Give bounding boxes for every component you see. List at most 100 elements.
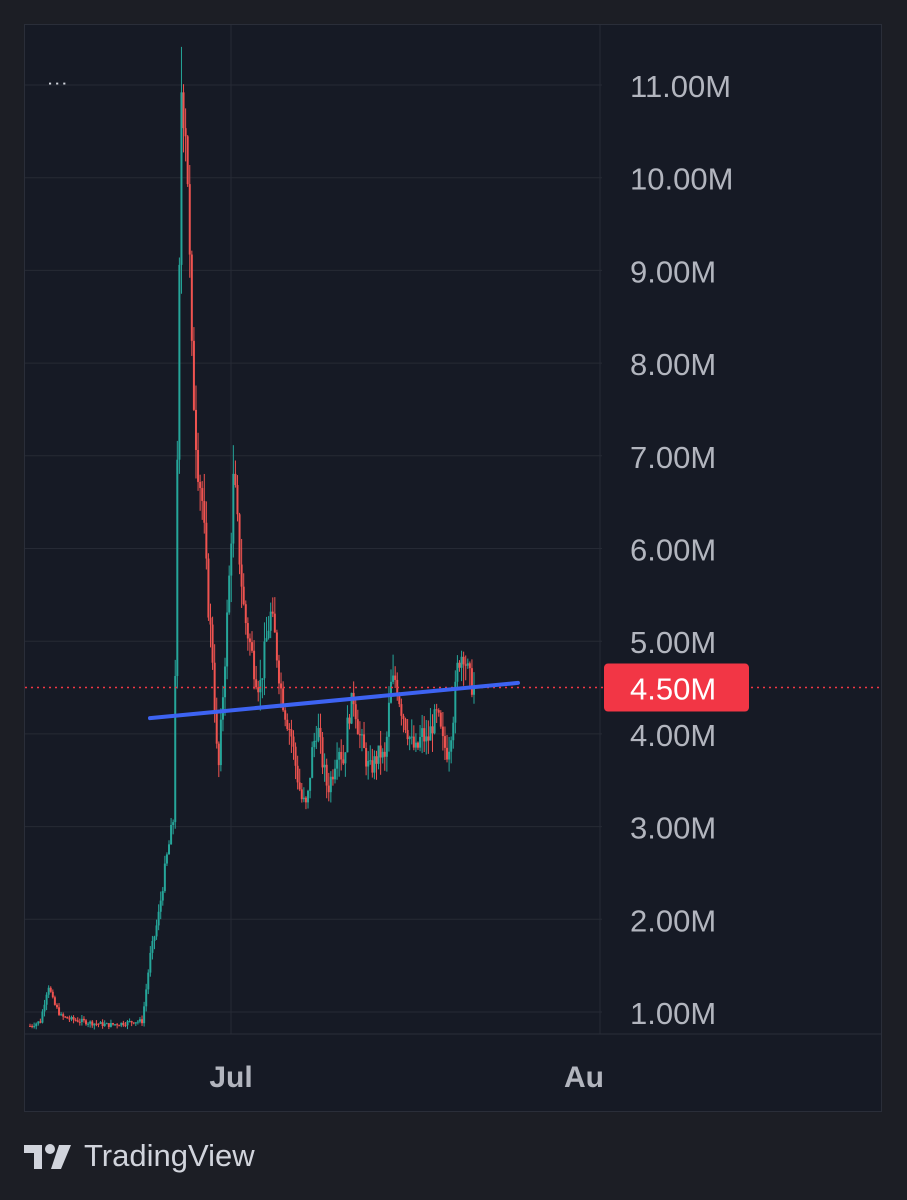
candle-body bbox=[184, 128, 187, 137]
candle-body bbox=[219, 719, 222, 766]
candle-body bbox=[387, 702, 390, 737]
candle-body bbox=[315, 740, 318, 742]
candle-body bbox=[178, 264, 181, 460]
candle-body bbox=[122, 1022, 125, 1026]
candle-body bbox=[182, 92, 185, 129]
y-tick-label: 4.00M bbox=[630, 718, 716, 753]
candle-body bbox=[89, 1021, 92, 1024]
y-tick-label: 6.00M bbox=[630, 533, 716, 568]
candle-body bbox=[280, 683, 283, 689]
trendline[interactable] bbox=[148, 680, 520, 721]
candle-body bbox=[246, 623, 249, 639]
candle-body bbox=[157, 911, 160, 926]
candle-body bbox=[33, 1026, 36, 1028]
candle-body bbox=[153, 936, 156, 941]
candle-body bbox=[354, 704, 357, 720]
candle-body bbox=[309, 777, 312, 791]
candle-body bbox=[85, 1020, 88, 1025]
y-tick-label: 10.00M bbox=[630, 162, 733, 197]
candle-body bbox=[180, 92, 183, 265]
candle-body bbox=[87, 1023, 90, 1025]
candle-body bbox=[161, 891, 164, 901]
candle-body bbox=[155, 925, 158, 937]
chart-menu-button[interactable]: ... bbox=[47, 65, 69, 90]
candle-body bbox=[371, 760, 374, 773]
candle-body bbox=[429, 726, 432, 741]
chart-panel[interactable]: ... bbox=[24, 24, 882, 1112]
candle-body bbox=[333, 768, 336, 780]
candle-body bbox=[41, 1011, 44, 1023]
candle-body bbox=[105, 1023, 108, 1025]
candle-body bbox=[398, 695, 401, 705]
candle-body bbox=[82, 1018, 85, 1021]
candle-body bbox=[130, 1021, 133, 1023]
candle-body bbox=[31, 1025, 34, 1027]
candle-body bbox=[437, 710, 440, 713]
y-tick-label: 7.00M bbox=[630, 440, 716, 475]
current-price-badge bbox=[604, 663, 749, 712]
candle-body bbox=[70, 1017, 73, 1020]
candle-body bbox=[317, 727, 320, 741]
candle-body bbox=[29, 1025, 31, 1027]
candle-body bbox=[232, 473, 235, 544]
candle-body bbox=[203, 500, 206, 523]
candle-body bbox=[298, 782, 301, 790]
candle-body bbox=[145, 989, 148, 1007]
candle-body bbox=[402, 715, 405, 720]
candle-body bbox=[143, 1006, 146, 1024]
candle-body bbox=[43, 1004, 46, 1012]
candle-body bbox=[248, 638, 251, 643]
x-tick-label: Jul bbox=[209, 1061, 252, 1094]
candle-body bbox=[261, 678, 264, 680]
candle-body bbox=[350, 692, 353, 724]
candle-body bbox=[325, 764, 328, 786]
candle-body bbox=[64, 1016, 67, 1018]
y-tick-label: 5.00M bbox=[630, 625, 716, 660]
candle-body bbox=[311, 747, 314, 778]
candle-body bbox=[464, 664, 467, 666]
candle-body bbox=[60, 1014, 63, 1016]
candle-body bbox=[257, 687, 260, 693]
candle-body bbox=[267, 630, 270, 639]
candle-body bbox=[136, 1021, 139, 1023]
candle-body bbox=[259, 679, 262, 693]
candle-body bbox=[111, 1023, 114, 1025]
candle-body bbox=[211, 624, 214, 663]
candle-body bbox=[224, 666, 227, 698]
candle-body bbox=[450, 740, 453, 752]
candle-body bbox=[62, 1014, 65, 1017]
candle-body bbox=[176, 459, 179, 677]
candle-body bbox=[379, 745, 382, 758]
candle-body bbox=[190, 254, 193, 341]
candle-body bbox=[255, 679, 258, 688]
candle-body bbox=[37, 1021, 40, 1024]
candle-body bbox=[165, 854, 168, 864]
candle-body bbox=[138, 1019, 141, 1022]
candle-body bbox=[288, 728, 291, 730]
candle-body bbox=[118, 1025, 121, 1027]
candle-body bbox=[134, 1022, 137, 1024]
y-tick-label: 9.00M bbox=[630, 254, 716, 289]
candle-body bbox=[188, 184, 191, 255]
tradingview-logo-icon bbox=[24, 1144, 71, 1169]
candle-body bbox=[439, 712, 442, 727]
brand: TradingView bbox=[24, 1138, 255, 1174]
candle-body bbox=[271, 611, 274, 614]
candle-body bbox=[238, 514, 241, 565]
candle-body bbox=[329, 776, 332, 793]
candle-body bbox=[215, 710, 218, 744]
candle-body bbox=[296, 765, 299, 783]
candle-body bbox=[342, 759, 345, 764]
candle-body bbox=[76, 1020, 79, 1022]
candle-body bbox=[151, 940, 154, 953]
candle-body bbox=[55, 1004, 58, 1008]
candle-body bbox=[51, 991, 54, 998]
candle-body bbox=[263, 641, 266, 679]
candle-body bbox=[390, 681, 393, 703]
candle-body bbox=[348, 717, 351, 724]
candle-body bbox=[207, 558, 210, 618]
candle-body bbox=[103, 1023, 106, 1026]
candle-body bbox=[228, 575, 231, 613]
candle-body bbox=[101, 1022, 104, 1026]
